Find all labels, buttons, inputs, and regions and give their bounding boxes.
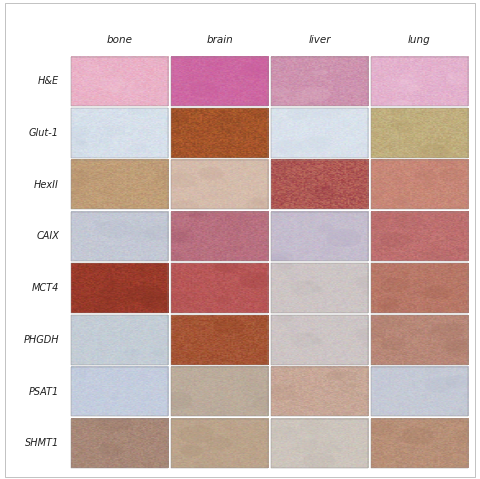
Bar — [71, 57, 168, 106]
Bar — [71, 419, 168, 468]
Text: brain: brain — [206, 34, 233, 45]
Bar — [371, 315, 468, 365]
Bar — [271, 212, 368, 261]
Bar — [171, 108, 268, 158]
Bar — [71, 108, 168, 158]
Bar — [171, 57, 268, 106]
Bar — [71, 160, 168, 209]
Text: Glut-1: Glut-1 — [29, 128, 59, 138]
Bar — [171, 367, 268, 416]
Text: liver: liver — [308, 34, 331, 45]
Bar — [371, 108, 468, 158]
Text: PSAT1: PSAT1 — [29, 387, 59, 397]
Bar — [171, 263, 268, 313]
Bar — [271, 263, 368, 313]
Bar — [371, 212, 468, 261]
Bar — [271, 57, 368, 106]
Bar — [371, 367, 468, 416]
Bar — [171, 160, 268, 209]
Text: HexII: HexII — [34, 180, 59, 190]
Bar — [171, 212, 268, 261]
Text: CAIX: CAIX — [36, 231, 59, 241]
Text: bone: bone — [107, 34, 133, 45]
Bar — [271, 419, 368, 468]
Bar — [371, 57, 468, 106]
Text: SHMT1: SHMT1 — [25, 438, 59, 448]
Bar — [371, 419, 468, 468]
Text: H&E: H&E — [38, 76, 59, 86]
Bar — [171, 419, 268, 468]
Text: MCT4: MCT4 — [32, 283, 59, 293]
Bar — [71, 263, 168, 313]
Bar — [71, 315, 168, 365]
Bar — [271, 160, 368, 209]
Bar — [271, 367, 368, 416]
Text: lung: lung — [408, 34, 431, 45]
Bar — [171, 315, 268, 365]
Bar — [271, 108, 368, 158]
Bar — [71, 212, 168, 261]
Bar — [371, 160, 468, 209]
Text: PHGDH: PHGDH — [24, 335, 59, 345]
Bar — [371, 263, 468, 313]
Bar — [271, 315, 368, 365]
Bar — [71, 367, 168, 416]
